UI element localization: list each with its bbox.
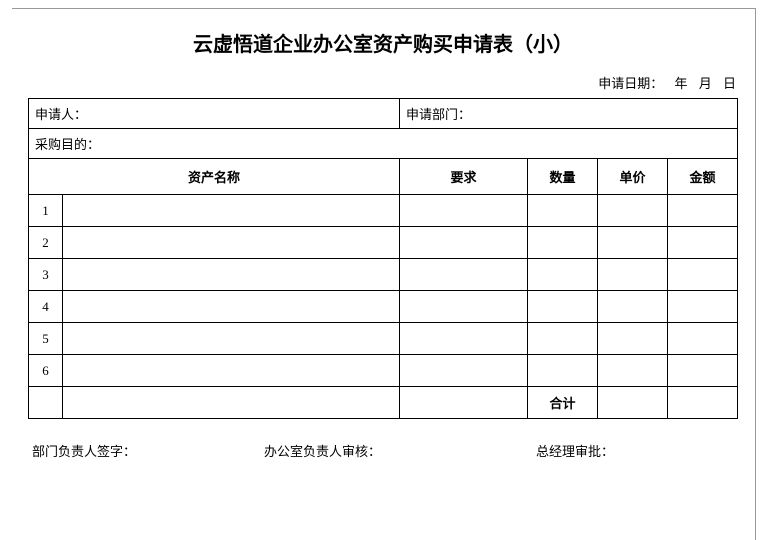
row-number: 6 (29, 355, 63, 387)
page-left-tick (12, 8, 28, 9)
cell-quantity[interactable] (527, 355, 597, 387)
row-number: 1 (29, 195, 63, 227)
cell-unit-price[interactable] (597, 195, 667, 227)
col-header-quantity: 数量 (527, 159, 597, 195)
table-row: 2 (29, 227, 738, 259)
row-number: 3 (29, 259, 63, 291)
row-number: 2 (29, 227, 63, 259)
cell-requirement[interactable] (399, 195, 527, 227)
cell-unit-price[interactable] (597, 227, 667, 259)
cell-quantity[interactable] (527, 259, 597, 291)
table-row: 4 (29, 291, 738, 323)
cell-amount[interactable] (667, 195, 737, 227)
col-header-requirement: 要求 (399, 159, 527, 195)
date-day-suffix: 日 (723, 76, 736, 91)
total-blank-req (399, 387, 527, 419)
total-blank-num (29, 387, 63, 419)
cell-unit-price[interactable] (597, 259, 667, 291)
cell-name[interactable] (63, 323, 400, 355)
page-top-rule (28, 8, 756, 9)
cell-requirement[interactable] (399, 323, 527, 355)
col-header-unit-price: 单价 (597, 159, 667, 195)
col-header-amount: 金额 (667, 159, 737, 195)
form-content: 云虚悟道企业办公室资产购买申请表（小） 申请日期： 年 月 日 申请人： 申请部… (28, 28, 738, 460)
signature-office-head: 办公室负责人审核： (234, 441, 466, 460)
cell-quantity[interactable] (527, 323, 597, 355)
cell-name[interactable] (63, 355, 400, 387)
row-number: 4 (29, 291, 63, 323)
header-row: 资产名称 要求 数量 单价 金额 (29, 159, 738, 195)
cell-name[interactable] (63, 259, 400, 291)
table-row: 5 (29, 323, 738, 355)
signature-line: 部门负责人签字： 办公室负责人审核： 总经理审批： (28, 441, 738, 460)
total-blank-name (63, 387, 400, 419)
total-unit-price (597, 387, 667, 419)
purchase-form-table: 申请人： 申请部门： 采购目的： 资产名称 要求 数量 单价 金额 1 (28, 98, 738, 419)
page-right-rule (755, 8, 756, 540)
date-line: 申请日期： 年 月 日 (28, 73, 738, 92)
cell-amount[interactable] (667, 355, 737, 387)
cell-quantity[interactable] (527, 227, 597, 259)
cell-quantity[interactable] (527, 291, 597, 323)
cell-requirement[interactable] (399, 355, 527, 387)
cell-quantity[interactable] (527, 195, 597, 227)
total-row: 合计 (29, 387, 738, 419)
date-year-suffix: 年 (674, 76, 687, 91)
purpose-row: 采购目的： (29, 129, 738, 159)
purpose-cell: 采购目的： (29, 129, 738, 159)
purpose-label: 采购目的： (35, 137, 100, 152)
cell-unit-price[interactable] (597, 291, 667, 323)
applicant-row: 申请人： 申请部门： (29, 99, 738, 129)
row-number: 5 (29, 323, 63, 355)
cell-amount[interactable] (667, 227, 737, 259)
cell-requirement[interactable] (399, 291, 527, 323)
cell-name[interactable] (63, 227, 400, 259)
cell-unit-price[interactable] (597, 323, 667, 355)
department-label: 申请部门： (406, 107, 471, 122)
date-label: 申请日期： (598, 76, 663, 91)
cell-amount[interactable] (667, 291, 737, 323)
applicant-cell: 申请人： (29, 99, 400, 129)
table-row: 1 (29, 195, 738, 227)
signature-gm: 总经理审批： (466, 441, 738, 460)
cell-name[interactable] (63, 195, 400, 227)
department-cell: 申请部门： (399, 99, 737, 129)
table-row: 3 (29, 259, 738, 291)
cell-name[interactable] (63, 291, 400, 323)
total-amount (667, 387, 737, 419)
cell-amount[interactable] (667, 259, 737, 291)
col-header-name: 资产名称 (29, 159, 400, 195)
table-row: 6 (29, 355, 738, 387)
cell-unit-price[interactable] (597, 355, 667, 387)
applicant-label: 申请人： (35, 107, 87, 122)
form-title: 云虚悟道企业办公室资产购买申请表（小） (28, 28, 738, 57)
cell-requirement[interactable] (399, 259, 527, 291)
date-month-suffix: 月 (699, 76, 712, 91)
signature-dept-head: 部门负责人签字： (28, 441, 234, 460)
cell-amount[interactable] (667, 323, 737, 355)
total-label-cell: 合计 (527, 387, 597, 419)
cell-requirement[interactable] (399, 227, 527, 259)
